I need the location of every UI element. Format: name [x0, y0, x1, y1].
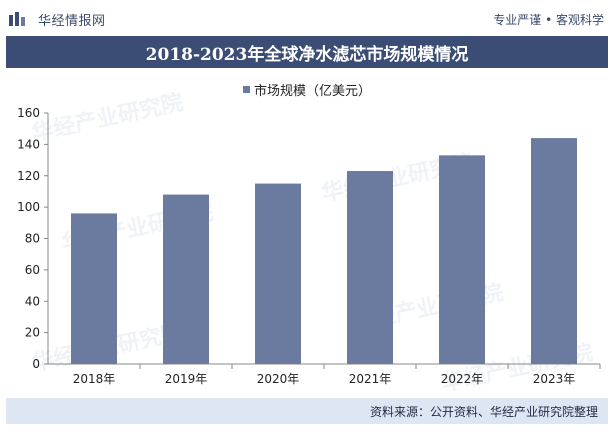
title-bar: 2018-2023年全球净水滤芯市场规模情况	[6, 36, 608, 68]
y-tick-label: 100	[17, 200, 40, 214]
y-tick-label: 0	[32, 357, 40, 371]
footer-bar: 资料来源：公开资料、华经产业研究院整理	[6, 398, 608, 424]
y-tick-label: 160	[17, 106, 40, 120]
bar	[255, 183, 301, 364]
chart-title: 2018-2023年全球净水滤芯市场规模情况	[145, 44, 469, 65]
bar-chart: 0 20 40 60 80 100 120 140 160 2018年 2019年 2020年 2021…	[17, 106, 601, 386]
bar	[439, 155, 485, 364]
bar	[71, 213, 117, 364]
brand-name: 华经情报网	[38, 13, 106, 29]
brand-logo[interactable]: 华经情报网	[8, 10, 106, 29]
bar	[347, 171, 393, 364]
x-tick-label: 2021年	[349, 372, 392, 386]
y-tick-label: 40	[25, 294, 40, 308]
y-tick-label: 80	[25, 232, 40, 246]
legend: 市场规模（亿美元）	[0, 80, 614, 99]
x-tick-label: 2020年	[257, 372, 300, 386]
source-note: 资料来源：公开资料、华经产业研究院整理	[369, 405, 598, 419]
y-tick-label: 20	[25, 326, 40, 340]
top-bar: 华经情报网 专业严谨 • 客观科学	[0, 0, 614, 36]
y-tick-label: 120	[17, 169, 40, 183]
x-tick-label: 2019年	[165, 372, 208, 386]
legend-swatch	[242, 86, 250, 93]
brand-logo-icon	[9, 12, 25, 26]
y-tick-label: 140	[17, 137, 40, 151]
x-tick-label: 2018年	[73, 372, 116, 386]
x-tick-label: 2022年	[441, 372, 484, 386]
legend-label: 市场规模（亿美元）	[253, 84, 371, 99]
y-tick-label: 60	[25, 263, 40, 277]
x-tick-label: 2023年	[533, 372, 576, 386]
bar	[531, 138, 577, 364]
bar	[163, 194, 209, 364]
slogan: 专业严谨 • 客观科学	[493, 13, 604, 27]
